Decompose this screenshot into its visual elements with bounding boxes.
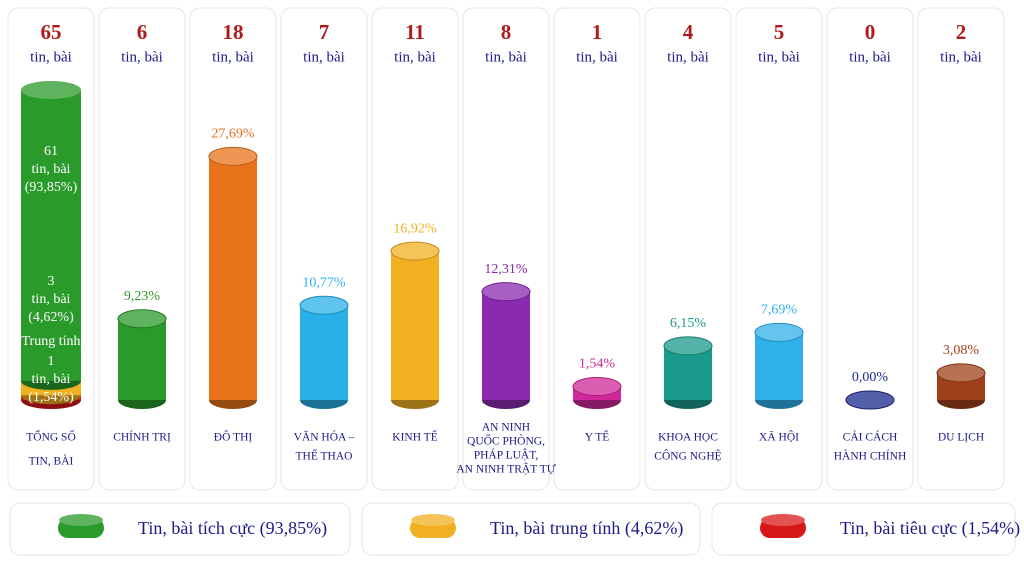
total-label: TIN, BÀI <box>29 454 74 468</box>
legend-swatch-cap <box>411 514 455 526</box>
unit: tin, bài <box>32 292 71 307</box>
category-label: DU LỊCH <box>938 432 984 444</box>
cylinder-cap <box>663 336 713 356</box>
count: 4 <box>683 20 694 44</box>
segment-label: (93,85%) <box>25 180 78 195</box>
segment-count: 1 <box>48 354 55 369</box>
legend-swatch-cap <box>761 514 805 526</box>
bar <box>209 156 257 400</box>
count: 0 <box>865 20 876 44</box>
value-label: 10,77% <box>302 275 346 290</box>
panel <box>826 7 914 491</box>
cylinder-cap <box>208 146 258 166</box>
count: 18 <box>223 20 244 44</box>
legend-swatch-cap <box>59 514 103 526</box>
unit: tin, bài <box>32 162 71 177</box>
segment-count: 3 <box>48 274 55 289</box>
category-label: KINH TẾ <box>392 429 437 444</box>
count: 5 <box>774 20 785 44</box>
count: 6 <box>137 20 148 44</box>
cylinder-cap <box>21 80 81 99</box>
unit: tin, bài <box>212 49 254 65</box>
value-label: 9,23% <box>124 289 161 304</box>
unit: tin, bài <box>667 49 709 65</box>
legend-label: Tin, bài trung tính (4,62%) <box>490 518 683 539</box>
cylinder-cap <box>299 295 349 315</box>
value-label: 6,15% <box>670 316 707 331</box>
count: 1 <box>592 20 603 44</box>
value-label: 1,54% <box>579 357 616 372</box>
category-label: AN NINH TRẬT TỰ <box>456 462 555 476</box>
cylinder-cap <box>936 363 986 383</box>
segment-label: (1,54%) <box>28 390 74 405</box>
bar-segment <box>21 89 81 381</box>
unit: tin, bài <box>32 372 71 387</box>
total-count: 65 <box>41 20 62 44</box>
category-label: CẢI CÁCH <box>843 430 898 444</box>
value-label: 0,00% <box>852 370 889 385</box>
cylinder-cap <box>117 309 167 329</box>
bar <box>300 305 348 400</box>
bar <box>391 251 439 400</box>
bar <box>482 291 530 400</box>
category-label: HÀNH CHÍNH <box>834 449 907 463</box>
panel <box>735 7 823 491</box>
category-label: XÃ HỘI <box>759 430 799 444</box>
panel <box>98 7 186 491</box>
category-label: Y TẾ <box>585 429 610 444</box>
segment-label: (4,62%) <box>28 310 74 325</box>
cylinder-cap <box>572 376 622 396</box>
category-label: VĂN HÓA – <box>294 430 355 444</box>
category-label: PHÁP LUẬT, <box>474 448 539 462</box>
unit: tin, bài <box>940 49 982 65</box>
unit: tin, bài <box>485 49 527 65</box>
legend-label: Tin, bài tích cực (93,85%) <box>138 518 327 539</box>
category-label: AN NINH <box>482 422 530 434</box>
bar <box>118 318 166 400</box>
cylinder-cap <box>754 322 804 342</box>
category-label: THỂ THAO <box>296 448 353 463</box>
cylinder-cap <box>390 241 440 261</box>
unit: tin, bài <box>303 49 345 65</box>
category-label: ĐÔ THỊ <box>214 430 253 444</box>
cylinder-cap <box>481 282 531 302</box>
count: 11 <box>405 20 425 44</box>
unit: tin, bài <box>30 49 72 65</box>
count: 7 <box>319 20 330 44</box>
unit: tin, bài <box>121 49 163 65</box>
count: 2 <box>956 20 967 44</box>
panel <box>917 7 1005 491</box>
total-label: TỔNG SỐ <box>26 429 76 444</box>
unit: tin, bài <box>576 49 618 65</box>
segment-count: 61 <box>44 144 58 159</box>
legend-label: Tin, bài tiêu cực (1,54%) <box>840 518 1020 539</box>
unit: tin, bài <box>394 49 436 65</box>
bar <box>755 332 803 400</box>
value-label: 7,69% <box>761 303 798 318</box>
value-label: 27,69% <box>211 127 255 142</box>
category-label: CÔNG NGHỆ <box>654 449 721 463</box>
value-label: 3,08% <box>943 343 980 358</box>
unit: tin, bài <box>849 49 891 65</box>
value-label: 16,92% <box>393 221 437 236</box>
value-label: 12,31% <box>484 262 528 277</box>
cylinder-cap <box>845 390 895 410</box>
panel <box>644 7 732 491</box>
count: 8 <box>501 20 512 44</box>
category-label: CHÍNH TRỊ <box>113 430 171 444</box>
segment-name: Trung tính <box>21 334 80 349</box>
category-label: KHOA HỌC <box>658 432 718 444</box>
panel <box>280 7 368 491</box>
category-label: QUỐC PHÒNG, <box>467 433 545 448</box>
panel <box>553 7 641 491</box>
panel <box>462 7 550 491</box>
unit: tin, bài <box>758 49 800 65</box>
